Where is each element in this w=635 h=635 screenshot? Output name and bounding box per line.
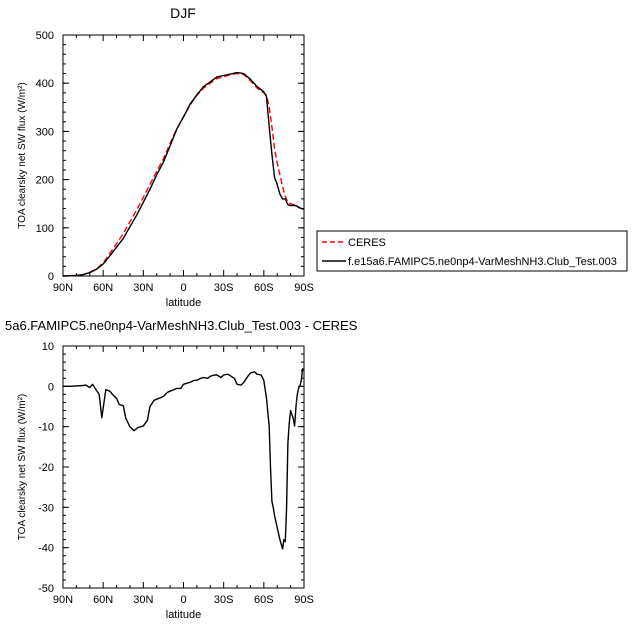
series-line-0 (62, 72, 305, 277)
y-tick-label: 200 (36, 175, 54, 187)
legend-label-0: CERES (348, 237, 386, 249)
x-tick-label: 30N (133, 282, 153, 294)
legend: CERES f.e15a6.FAMIPC5.ne0np4-VarMeshNH3.C… (316, 230, 628, 272)
series-line-1 (62, 71, 305, 277)
x-tick-label: 60S (254, 282, 274, 294)
y-axis-label: TOA clearsky net SW flux (W/m²) (17, 82, 28, 229)
y-tick-label: 300 (36, 126, 54, 138)
x-tick-label: 30S (214, 594, 234, 606)
plot-frame (62, 345, 305, 589)
chart-title: DJF (170, 5, 196, 21)
top-chart: DJF 90N 60N 30N 0 30S 60S 90S 0 100 200 300 400 500 la… (17, 5, 314, 309)
y-tick-label: -50 (38, 583, 54, 595)
x-tick-label: 90N (53, 282, 73, 294)
x-tick-label: 90N (53, 594, 73, 606)
y-tick-label: -30 (38, 502, 54, 514)
y-axis-label: TOA clearsky net SW flux (W/m²) (17, 394, 28, 541)
x-tick-label: 0 (180, 594, 186, 606)
x-tick-label: 90S (294, 594, 314, 606)
y-tick-label: 10 (42, 341, 54, 353)
legend-box (316, 230, 628, 272)
legend-label-1: f.e15a6.FAMIPC5.ne0np4-VarMeshNH3.Club_T… (348, 256, 617, 268)
x-tick-label: 60S (254, 594, 274, 606)
x-tick-label: 0 (180, 282, 186, 294)
x-tick-label: 30S (214, 282, 234, 294)
y-tick-label: -40 (38, 543, 54, 555)
x-tick-label: 60N (93, 594, 113, 606)
y-tick-label: 0 (48, 271, 54, 283)
x-tick-label: 90S (294, 282, 314, 294)
y-tick-label: -10 (38, 422, 54, 434)
bottom-chart: 5a6.FAMIPC5.ne0np4-VarMeshNH3.Club_Test.… (5, 318, 358, 621)
plot-frame (62, 34, 305, 277)
y-tick-label: -20 (38, 462, 54, 474)
series-line-0 (63, 368, 304, 550)
y-tick-label: 100 (36, 223, 54, 235)
chart-title: 5a6.FAMIPC5.ne0np4-VarMeshNH3.Club_Test.… (5, 318, 358, 333)
x-axis-label: latitude (166, 609, 201, 621)
y-tick-label: 500 (36, 30, 54, 42)
x-tick-label: 30N (133, 594, 153, 606)
x-tick-label: 60N (93, 282, 113, 294)
x-axis-label: latitude (166, 297, 201, 309)
y-tick-label: 0 (48, 381, 54, 393)
y-tick-label: 400 (36, 78, 54, 90)
